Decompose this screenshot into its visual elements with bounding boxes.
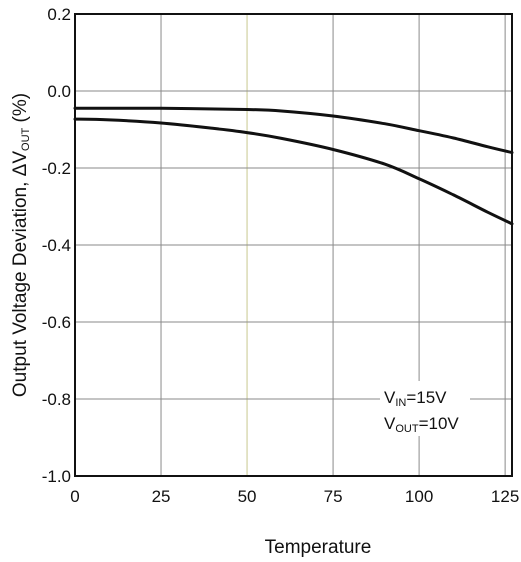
annotation-vout-main: V (384, 414, 396, 433)
y-tick-label-4: -0.6 (42, 313, 71, 332)
x-tick-label-2: 50 (238, 487, 257, 506)
annotation-vout-sub: OUT (395, 423, 419, 435)
x-tick-label-1: 25 (152, 487, 171, 506)
annotation-vin-sub: IN (395, 397, 406, 409)
annotation-vin-main: V (384, 388, 396, 407)
annotation-vin-value: =15V (406, 388, 447, 407)
x-axis-title: Temperature (265, 537, 372, 558)
x-tick-labels: 0 25 50 75 100 125 (70, 487, 519, 506)
plot-series (73, 106, 514, 226)
y-tick-label-6: -1.0 (42, 467, 71, 486)
plot-frame (74, 13, 513, 477)
y-tick-labels: 0.2 0.0 -0.2 -0.4 -0.6 -0.8 -1.0 (42, 5, 71, 486)
y-axis-title-delta-v: ΔV (10, 151, 31, 177)
annotation-background (380, 381, 470, 436)
annotation-vout-value: =10V (419, 414, 460, 433)
series-line-1 (73, 117, 514, 226)
y-axis-title-subscript: OUT (20, 127, 32, 151)
y-tick-label-2: -0.2 (42, 159, 71, 178)
y-tick-label-3: -0.4 (42, 236, 71, 255)
series-line-0 (73, 106, 514, 155)
annotation-vout: VOUT=10V (384, 414, 459, 435)
y-axis-title-unit: (%) (10, 93, 31, 128)
y-tick-label-1: 0.0 (47, 82, 71, 101)
x-tick-label-0: 0 (70, 487, 79, 506)
condition-annotation: VIN=15V VOUT=10V (380, 381, 470, 436)
y-axis-title: Output Voltage Deviation, ΔVOUT (%) (10, 93, 32, 397)
x-tick-label-3: 75 (324, 487, 343, 506)
annotation-vin: VIN=15V (384, 388, 447, 409)
y-tick-label-5: -0.8 (42, 390, 71, 409)
x-tick-label-4: 100 (405, 487, 433, 506)
y-tick-label-0: 0.2 (47, 5, 71, 24)
x-tick-label-5: 125 (491, 487, 519, 506)
y-axis-title-main: Output Voltage Deviation, (10, 176, 31, 397)
